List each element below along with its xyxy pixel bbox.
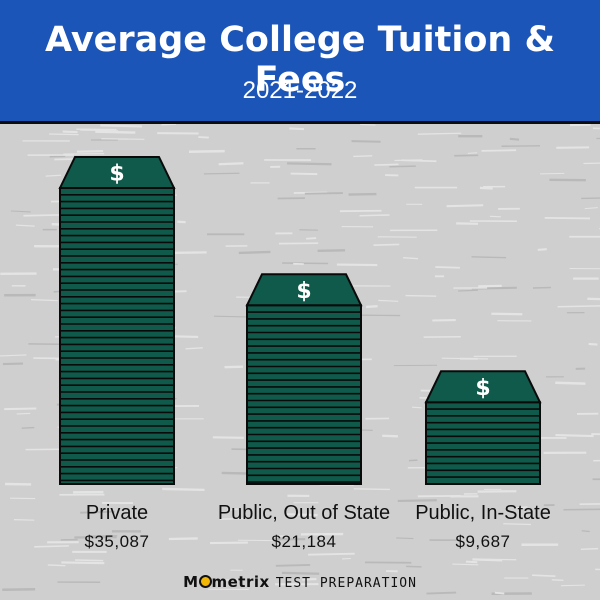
value-label: $35,087: [85, 532, 150, 551]
dollar-sign-icon: $: [109, 162, 124, 187]
value-label: $9,687: [456, 532, 511, 551]
category-label: Public, Out of State: [218, 502, 390, 524]
category-label: Private: [86, 502, 148, 524]
page-title: Average College Tuition & Fees: [44, 20, 556, 100]
dollar-sign-icon: $: [296, 279, 311, 304]
money-stack-3: $: [424, 370, 542, 485]
page-subtitle: 2021-2022: [242, 77, 358, 104]
money-stack-2: $: [245, 273, 363, 485]
stack-body: [59, 187, 175, 485]
brand-tagline: TEST PREPARATION: [275, 576, 417, 591]
dollar-sign-icon: $: [475, 376, 490, 401]
value-label: $21,184: [272, 532, 337, 551]
stack-cap: [424, 370, 542, 404]
category-label: Public, In-State: [415, 502, 551, 524]
stack-cap: [58, 156, 176, 189]
stack-cap: [245, 273, 363, 307]
logo-o-icon: [198, 575, 212, 588]
header-banner: Average College Tuition & Fees 2021-2022: [0, 0, 600, 124]
money-stack-1: $: [58, 156, 176, 485]
